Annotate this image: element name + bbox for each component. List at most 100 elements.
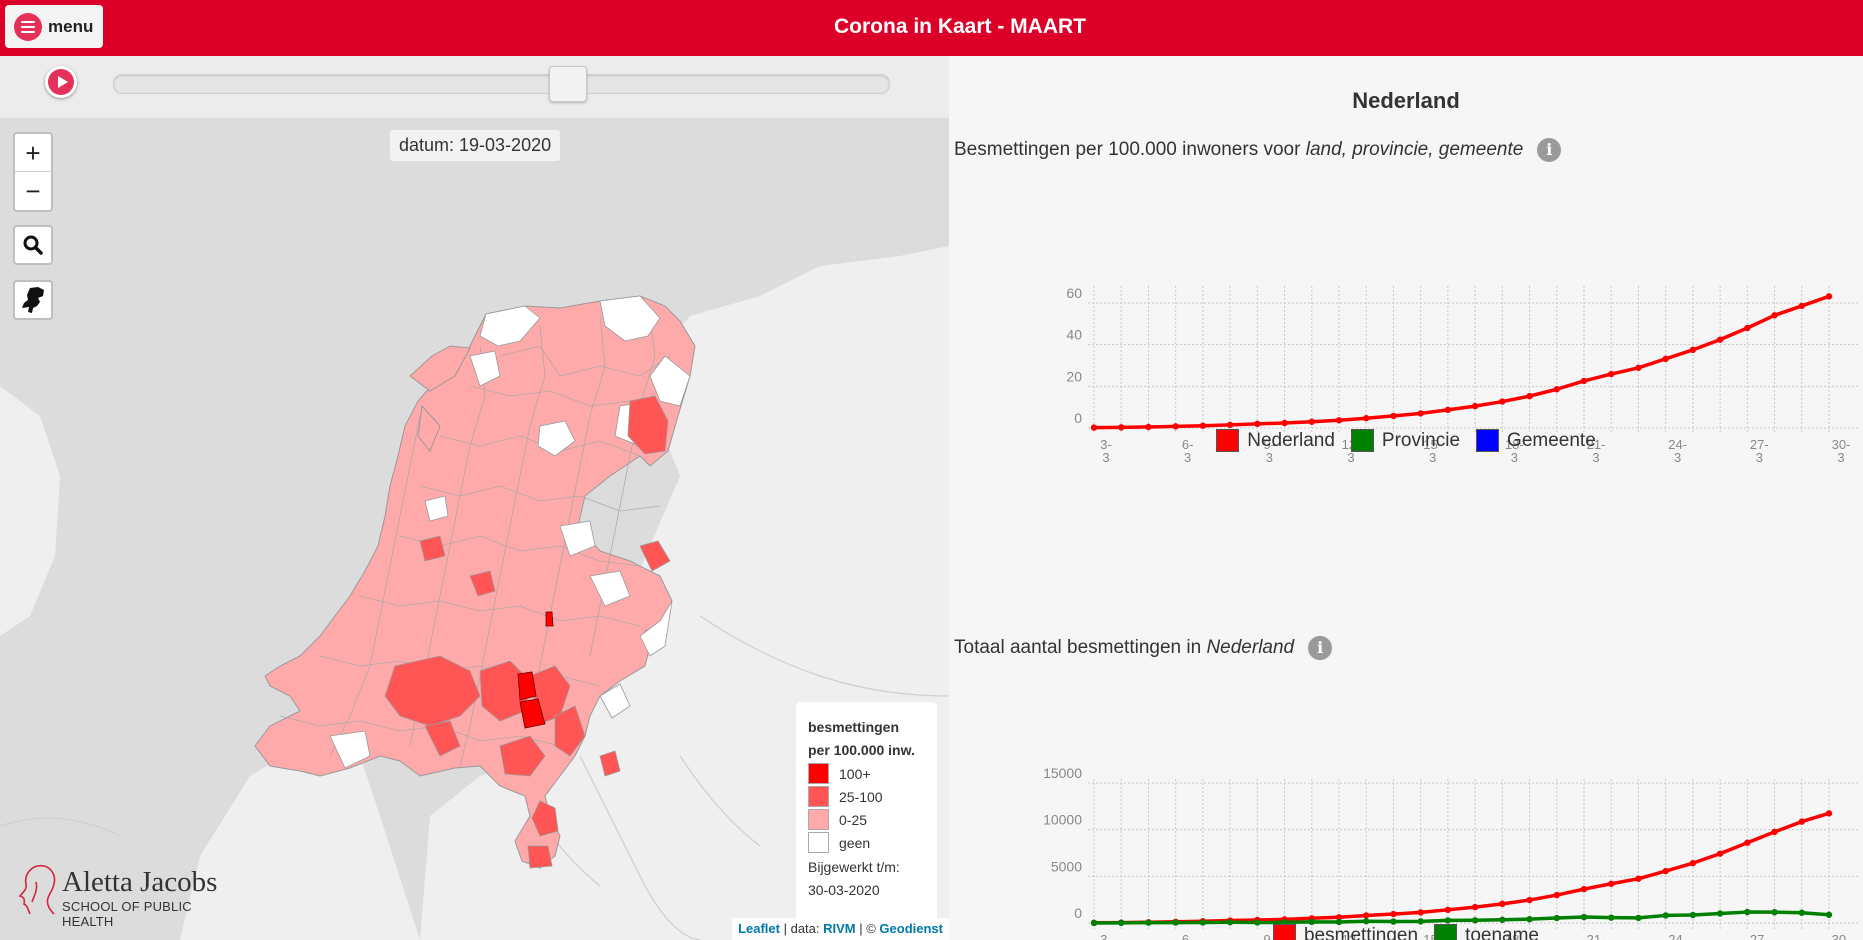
data-point-besmettingen[interactable] — [1363, 912, 1370, 919]
data-point-nederland[interactable] — [1363, 415, 1370, 422]
data-point-toename[interactable] — [1363, 918, 1370, 925]
info-icon[interactable]: i — [1537, 138, 1562, 162]
search-button[interactable] — [13, 225, 53, 265]
leaflet-link[interactable]: Leaflet — [738, 921, 780, 936]
data-point-nederland[interactable] — [1635, 364, 1642, 371]
data-point-nederland[interactable] — [1090, 424, 1098, 431]
data-point-toename[interactable] — [1499, 916, 1506, 923]
legend-item-provincie[interactable]: Provincie — [1350, 429, 1460, 452]
data-point-toename[interactable] — [1689, 911, 1697, 919]
data-point-toename[interactable] — [1798, 909, 1805, 916]
data-point-nederland[interactable] — [1580, 377, 1588, 385]
legend-item-besmettingen[interactable]: besmettingen — [1272, 924, 1418, 940]
data-point-nederland[interactable] — [1118, 424, 1125, 431]
data-point-toename[interactable] — [1335, 918, 1343, 926]
data-point-toename[interactable] — [1090, 919, 1098, 927]
data-point-nederland[interactable] — [1199, 422, 1207, 429]
data-point-nederland[interactable] — [1172, 423, 1179, 430]
data-point-besmettingen[interactable] — [1580, 885, 1588, 893]
data-point-toename[interactable] — [1744, 908, 1751, 916]
data-point-besmettingen[interactable] — [1798, 818, 1805, 825]
data-point-nederland[interactable] — [1798, 302, 1805, 310]
data-point-toename[interactable] — [1390, 918, 1397, 925]
data-point-nederland[interactable] — [1716, 336, 1724, 343]
data-point-besmettingen[interactable] — [1744, 839, 1751, 846]
data-point-besmettingen[interactable] — [1417, 909, 1424, 916]
x-tick-label: 27- — [1750, 932, 1769, 940]
data-point-besmettingen[interactable] — [1608, 880, 1615, 887]
data-point-besmettingen[interactable] — [1662, 867, 1669, 875]
data-point-nederland[interactable] — [1553, 386, 1560, 393]
x-tick-label-line2: 3 — [1184, 450, 1191, 465]
data-point-toename[interactable] — [1308, 918, 1315, 926]
data-point-toename[interactable] — [1526, 915, 1533, 923]
menu-button[interactable]: menu — [5, 5, 103, 48]
play-button[interactable] — [45, 66, 77, 98]
legend-item-gemeente[interactable]: Gemeente — [1476, 429, 1596, 452]
data-point-nederland[interactable] — [1281, 419, 1288, 427]
x-tick-label-line2: 3 — [1347, 450, 1354, 465]
data-point-nederland[interactable] — [1145, 423, 1152, 431]
data-point-toename[interactable] — [1580, 913, 1588, 921]
data-point-toename[interactable] — [1118, 919, 1125, 927]
data-point-toename[interactable] — [1172, 919, 1179, 926]
legend-item: 100+ — [808, 762, 925, 785]
data-point-besmettingen[interactable] — [1499, 900, 1506, 908]
geodienst-link[interactable]: Geodienst — [879, 921, 943, 936]
zoom-in-button[interactable]: + — [15, 134, 51, 172]
data-point-besmettingen[interactable] — [1635, 875, 1642, 882]
x-tick-label: 18- — [1505, 437, 1524, 452]
data-point-toename[interactable] — [1444, 917, 1452, 924]
data-point-toename[interactable] — [1771, 908, 1778, 916]
data-point-nederland[interactable] — [1308, 418, 1315, 425]
data-point-toename[interactable] — [1254, 919, 1261, 926]
data-point-toename[interactable] — [1226, 919, 1234, 926]
date-slider-track[interactable] — [113, 74, 890, 94]
data-point-nederland[interactable] — [1499, 398, 1506, 405]
zoom-out-button[interactable]: − — [25, 176, 41, 206]
map-legend: besmettingen per 100.000 inw. 100+ 25-10… — [796, 702, 937, 940]
data-point-toename[interactable] — [1145, 919, 1152, 926]
data-point-nederland[interactable] — [1226, 421, 1234, 429]
data-point-nederland[interactable] — [1608, 370, 1615, 378]
data-point-besmettingen[interactable] — [1553, 891, 1560, 899]
data-point-nederland[interactable] — [1526, 392, 1533, 400]
data-point-nederland[interactable] — [1662, 355, 1669, 363]
y-tick-label: 10000 — [1043, 812, 1082, 828]
data-point-nederland[interactable] — [1689, 346, 1697, 354]
data-point-nederland[interactable] — [1471, 402, 1479, 410]
data-point-toename[interactable] — [1471, 917, 1479, 924]
data-point-nederland[interactable] — [1825, 293, 1833, 300]
data-point-toename[interactable] — [1825, 911, 1833, 918]
data-point-besmettingen[interactable] — [1390, 910, 1397, 918]
data-point-toename[interactable] — [1662, 912, 1669, 919]
data-point-besmettingen[interactable] — [1771, 828, 1778, 836]
legend-item-nederland[interactable]: Nederland — [1216, 429, 1335, 452]
data-point-besmettingen[interactable] — [1526, 896, 1533, 904]
reset-view-button[interactable] — [13, 280, 53, 320]
data-point-besmettingen[interactable] — [1471, 903, 1479, 911]
data-point-besmettingen[interactable] — [1689, 859, 1697, 867]
data-point-toename[interactable] — [1635, 914, 1642, 922]
data-point-toename[interactable] — [1417, 918, 1424, 925]
data-point-nederland[interactable] — [1444, 406, 1452, 414]
data-point-nederland[interactable] — [1390, 412, 1397, 420]
date-slider-thumb[interactable] — [549, 66, 587, 102]
data-point-toename[interactable] — [1199, 919, 1207, 926]
info-icon[interactable]: i — [1308, 636, 1333, 660]
data-point-toename[interactable] — [1608, 914, 1615, 921]
map-view[interactable]: datum: 19-03-2020 + − besmettingen per 1… — [0, 56, 949, 940]
data-point-besmettingen[interactable] — [1335, 914, 1343, 921]
data-point-besmettingen[interactable] — [1825, 810, 1833, 817]
data-point-nederland[interactable] — [1771, 312, 1778, 319]
data-point-nederland[interactable] — [1335, 417, 1343, 424]
data-point-toename[interactable] — [1716, 910, 1724, 917]
data-point-nederland[interactable] — [1417, 410, 1424, 417]
data-point-besmettingen[interactable] — [1444, 906, 1452, 914]
data-point-nederland[interactable] — [1254, 420, 1261, 428]
rivm-link[interactable]: RIVM — [823, 921, 856, 936]
data-point-toename[interactable] — [1553, 914, 1560, 922]
legend-item-toename[interactable]: toename — [1434, 924, 1539, 940]
data-point-besmettingen[interactable] — [1716, 850, 1724, 857]
data-point-nederland[interactable] — [1744, 324, 1751, 332]
